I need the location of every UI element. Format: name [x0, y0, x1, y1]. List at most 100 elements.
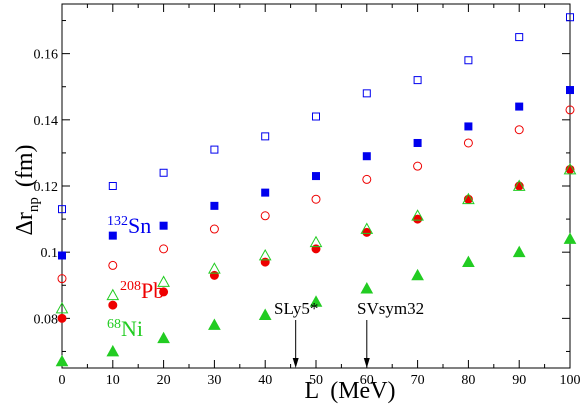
- data-point-triangle: [563, 162, 577, 175]
- data-point-triangle: [360, 222, 374, 234]
- y-tick-label: 0.16: [34, 48, 59, 63]
- x-tick-label: 70: [411, 373, 425, 388]
- data-point-circle: [362, 174, 372, 184]
- data-point-square: [58, 205, 66, 214]
- data-point-circle: [463, 138, 473, 148]
- data-point-circle: [159, 244, 169, 254]
- y-axis-symbol: Δr: [12, 212, 38, 235]
- x-tick-label: 60: [360, 373, 374, 388]
- series-label-sn-symbol: Sn: [128, 213, 151, 238]
- data-point-square: [515, 102, 524, 111]
- data-point-triangle: [411, 268, 424, 281]
- data-point-square: [312, 172, 320, 181]
- data-point-square: [566, 86, 574, 95]
- data-point-triangle: [309, 295, 323, 307]
- series-label-ni: 68Ni: [107, 316, 143, 341]
- x-tick-label: 90: [512, 373, 526, 388]
- x-tick-label: 80: [461, 373, 475, 388]
- data-point-square: [261, 132, 270, 141]
- data-point-square: [515, 33, 524, 42]
- data-point-triangle: [157, 275, 170, 287]
- data-point-triangle: [106, 344, 120, 357]
- data-point-circle: [260, 257, 270, 267]
- data-point-circle: [108, 300, 118, 310]
- y-tick-label: 0.14: [34, 114, 59, 129]
- data-point-square: [312, 112, 320, 121]
- x-tick-label: 10: [106, 373, 120, 388]
- x-axis-title: L (MeV): [304, 378, 395, 404]
- y-axis-title: Δrnp (fm): [12, 144, 42, 235]
- annotation-svsym32: SVsym32: [357, 299, 424, 318]
- data-point-triangle: [411, 209, 424, 221]
- series-label-ni-mass: 68: [107, 317, 121, 332]
- y-axis-subscript: np: [26, 197, 42, 212]
- data-point-triangle: [258, 248, 272, 261]
- series-label-sn-mass: 132: [107, 214, 128, 229]
- data-point-circle: [565, 105, 575, 115]
- annotation-sly5: SLy5*: [274, 299, 318, 318]
- y-axis-unit: (fm): [12, 144, 38, 187]
- data-point-triangle: [258, 308, 272, 320]
- axis-ticks: 0 10 20 30 40 50 60 70 80 90 100 0.08 0.1 0.12 0.14 0.1…: [34, 4, 581, 388]
- x-tick-label: 0: [59, 373, 66, 388]
- x-tick-label: 40: [258, 373, 272, 388]
- data-points: [55, 13, 577, 367]
- series-label-pb-symbol: Pb: [141, 278, 164, 303]
- data-point-square: [566, 13, 574, 22]
- data-point-circle: [159, 287, 169, 297]
- x-tick-label: 100: [560, 373, 581, 388]
- data-point-triangle: [360, 282, 374, 294]
- series-label-sn: 132Sn: [107, 213, 151, 238]
- data-point-circle: [413, 214, 423, 224]
- data-point-circle: [209, 270, 219, 280]
- data-point-square: [108, 231, 117, 240]
- data-point-circle: [514, 125, 524, 135]
- data-point-triangle: [309, 235, 323, 248]
- annotation-arrow-head: [292, 358, 299, 368]
- data-point-square: [159, 221, 168, 230]
- data-point-square: [210, 201, 219, 210]
- y-tick-label: 0.1: [41, 246, 59, 261]
- x-tick-label: 50: [309, 373, 323, 388]
- data-point-circle: [108, 260, 118, 270]
- data-point-circle: [413, 161, 423, 171]
- series-label-pb-mass: 208: [120, 279, 141, 294]
- data-point-triangle: [55, 354, 69, 367]
- data-point-triangle: [157, 331, 170, 344]
- data-point-triangle: [462, 192, 475, 205]
- data-point-triangle: [462, 255, 475, 268]
- data-point-triangle: [512, 179, 526, 191]
- data-point-circle: [209, 224, 219, 234]
- series-label-ni-symbol: Ni: [121, 316, 143, 341]
- annotation-arrow-head: [363, 358, 370, 368]
- data-point-circle: [311, 244, 321, 254]
- data-point-triangle: [563, 232, 577, 244]
- y-tick-label: 0.08: [34, 312, 59, 327]
- series-label-pb: 208Pb: [120, 278, 164, 303]
- x-tick-label: 20: [157, 373, 171, 388]
- annotation-arrows: [292, 320, 370, 368]
- data-point-square: [362, 89, 371, 98]
- data-point-circle: [57, 313, 67, 323]
- data-point-square: [362, 152, 371, 161]
- data-point-circle: [260, 211, 270, 221]
- data-point-circle: [362, 227, 372, 237]
- data-point-square: [58, 251, 66, 260]
- data-point-square: [108, 182, 117, 190]
- data-point-triangle: [208, 318, 221, 330]
- data-point-square: [413, 76, 422, 85]
- data-point-triangle: [208, 262, 221, 274]
- data-point-square: [464, 122, 473, 131]
- data-point-square: [210, 145, 219, 154]
- data-point-triangle: [106, 288, 120, 301]
- x-tick-label: 30: [207, 373, 221, 388]
- data-point-square: [464, 56, 473, 65]
- data-point-square: [413, 138, 422, 147]
- data-point-triangle: [55, 301, 69, 314]
- data-point-square: [159, 168, 168, 177]
- data-point-circle: [311, 194, 321, 204]
- y-tick-label: 0.12: [34, 180, 59, 195]
- data-point-square: [261, 188, 270, 197]
- data-point-triangle: [512, 245, 526, 258]
